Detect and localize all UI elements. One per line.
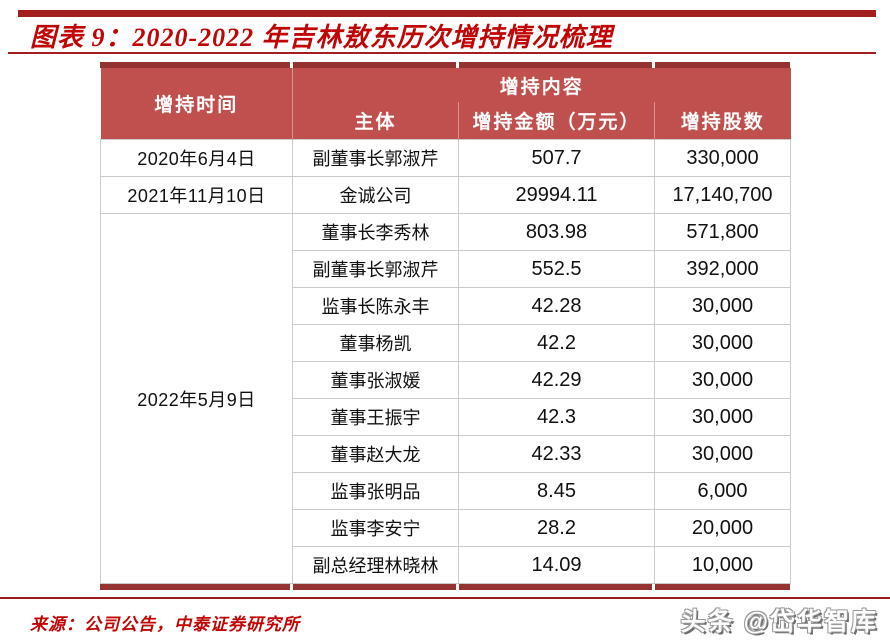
holdings-data-table: 增持时间 增持内容 主体 增持金额（万元） 增持股数 2020年6月4日 副董事… [100, 68, 791, 584]
border-segment [293, 62, 456, 68]
table-row: 监事张明品 8.45 6,000 [101, 472, 791, 510]
table-row: 董事杨凯 42.2 30,000 [101, 324, 791, 362]
table-cell-shares: 17,140,700 [654, 176, 791, 214]
border-segment [100, 584, 290, 590]
table-cell-shares: 330,000 [654, 139, 791, 177]
table-cell-date: 2022年5月9日 [100, 213, 293, 584]
table-row: 董事张淑媛 42.29 30,000 [101, 361, 791, 399]
table-cell-shares: 392,000 [654, 250, 791, 288]
header-cell-group: 增持内容 [292, 68, 791, 102]
border-segment [293, 584, 456, 590]
table-row: 副董事长郭淑芹 552.5 392,000 [101, 250, 791, 288]
table-cell-subject: 董事王振宇 [292, 398, 459, 436]
border-segment [655, 584, 790, 590]
table-cell-shares: 10,000 [654, 546, 791, 584]
table-cell-amount: 42.3 [458, 398, 655, 436]
table-cell-subject: 监事张明品 [292, 472, 459, 510]
table-cell-amount: 803.98 [458, 213, 655, 251]
table-cell-amount: 42.2 [458, 324, 655, 362]
footer-divider-line [0, 597, 890, 599]
table-row: 董事王振宇 42.3 30,000 [101, 398, 791, 436]
border-segment [655, 62, 790, 68]
table-body: 2020年6月4日 副董事长郭淑芹 507.7 330,000 2021年11月… [100, 139, 791, 584]
border-segment [459, 62, 652, 68]
figure-title: 图表 9：2020-2022 年吉林敖东历次增持情况梳理 [30, 23, 613, 52]
table-cell-subject: 董事长李秀林 [292, 213, 459, 251]
watermark-text: 头条 @岱华智库 [680, 608, 878, 636]
table-row: 2020年6月4日 副董事长郭淑芹 507.7 330,000 [100, 139, 791, 177]
header-cell-subject: 主体 [292, 102, 459, 140]
holdings-table: 增持时间 增持内容 主体 增持金额（万元） 增持股数 2020年6月4日 副董事… [100, 62, 791, 590]
table-cell-subject: 副董事长郭淑芹 [292, 250, 459, 288]
header-cell-amount: 增持金额（万元） [458, 102, 655, 140]
table-cell-subject: 副总经理林晓林 [292, 546, 459, 584]
table-bottom-border [100, 584, 790, 590]
table-cell-subject: 金诚公司 [292, 176, 459, 214]
table-cell-shares: 6,000 [654, 472, 791, 510]
table-cell-subject: 董事杨凯 [292, 324, 459, 362]
table-cell-shares: 30,000 [654, 324, 791, 362]
table-cell-amount: 14.09 [458, 546, 655, 584]
table-cell-subject: 董事赵大龙 [292, 435, 459, 473]
top-accent-bar [18, 10, 876, 17]
title-divider-line [8, 52, 876, 54]
table-cell-shares: 20,000 [654, 509, 791, 547]
table-cell-date: 2020年6月4日 [100, 139, 293, 177]
table-cell-amount: 42.28 [458, 287, 655, 325]
table-cell-amount: 8.45 [458, 472, 655, 510]
table-cell-subject: 副董事长郭淑芹 [292, 139, 459, 177]
table-cell-amount: 42.33 [458, 435, 655, 473]
table-cell-shares: 30,000 [654, 435, 791, 473]
border-segment [100, 62, 290, 68]
header-cell-time: 增持时间 [100, 68, 293, 140]
border-segment [459, 584, 652, 590]
table-cell-amount: 42.29 [458, 361, 655, 399]
table-cell-date: 2021年11月10日 [100, 176, 293, 214]
table-cell-subject: 监事长陈永丰 [292, 287, 459, 325]
source-note: 来源：公司公告，中泰证券研究所 [30, 615, 300, 634]
table-top-border [100, 62, 790, 68]
table-cell-amount: 29994.11 [458, 176, 655, 214]
table-cell-subject: 监事李安宁 [292, 509, 459, 547]
table-cell-shares: 571,800 [654, 213, 791, 251]
table-header: 增持时间 增持内容 主体 增持金额（万元） 增持股数 [100, 68, 791, 140]
table-row: 2021年11月10日 金诚公司 29994.11 17,140,700 [100, 176, 791, 214]
table-row: 监事长陈永丰 42.28 30,000 [101, 287, 791, 325]
table-row: 2022年5月9日 董事长李秀林 803.98 571,800 [100, 213, 791, 584]
table-cell-amount: 552.5 [458, 250, 655, 288]
table-cell-subject: 董事张淑媛 [292, 361, 459, 399]
table-cell-shares: 30,000 [654, 398, 791, 436]
table-cell-amount: 507.7 [458, 139, 655, 177]
table-row: 监事李安宁 28.2 20,000 [101, 509, 791, 547]
table-cell-shares: 30,000 [654, 361, 791, 399]
table-row: 副总经理林晓林 14.09 10,000 [101, 546, 791, 584]
header-cell-shares: 增持股数 [654, 102, 791, 140]
table-cell-amount: 28.2 [458, 509, 655, 547]
table-cell-shares: 30,000 [654, 287, 791, 325]
